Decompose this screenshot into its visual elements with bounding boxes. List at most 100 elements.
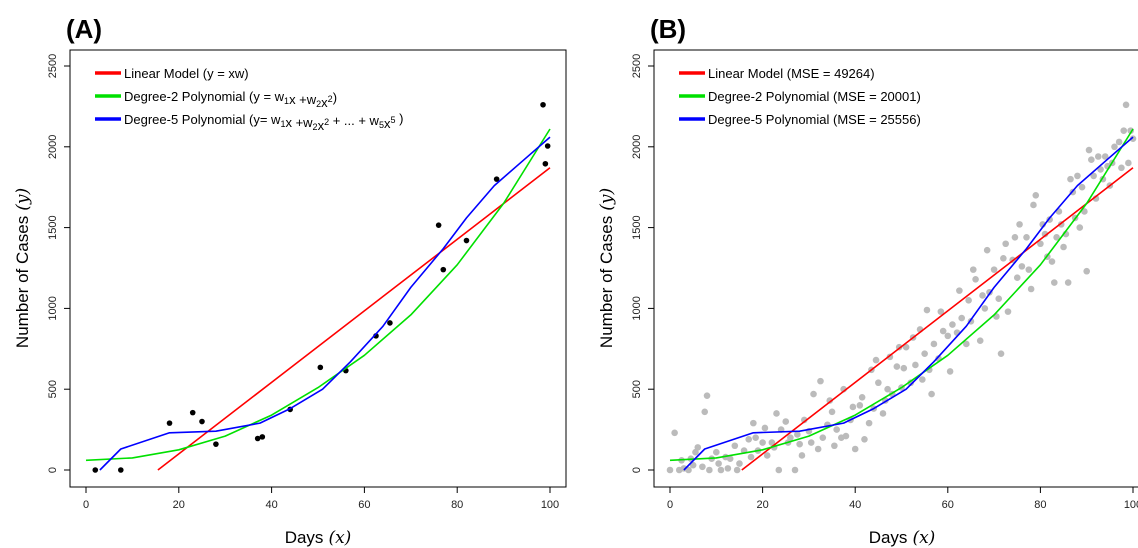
y-axis-variable: (y) (597, 188, 617, 211)
data-point (1050, 279, 1058, 286)
x-tick-label: 80 (451, 499, 463, 511)
x-tick-label: 20 (173, 499, 185, 511)
x-axis-label: Days (869, 528, 908, 547)
data-point (861, 435, 868, 443)
legend-text-part: 2 (328, 94, 333, 104)
data-point (902, 343, 910, 351)
data-point (939, 327, 947, 335)
legend-text-part: 5 (379, 120, 384, 130)
data-point (440, 266, 447, 273)
data-point (907, 379, 915, 387)
legend-entry: Degree-5 Polynomial (y= w1x +w2x2 + ... … (124, 111, 403, 133)
data-point (703, 392, 711, 399)
data-point (794, 431, 801, 438)
data-point (1122, 101, 1130, 109)
y-axis-title: Number of Cases (y) (13, 188, 33, 348)
data-point (317, 364, 324, 371)
data-point (666, 466, 674, 474)
data-point (919, 376, 926, 383)
x-axis-label: Days (285, 528, 324, 547)
data-point (1083, 267, 1090, 275)
data-point (963, 340, 970, 348)
data-point (856, 402, 864, 409)
data-point (979, 292, 986, 299)
plot-frame-a (69, 49, 567, 488)
data-point (759, 439, 766, 446)
data-point (1032, 191, 1040, 199)
legend-entry: Degree-2 Polynomial (y = w1x +w2x2) (124, 89, 337, 110)
y-axis-label: Number of Cases (597, 216, 616, 348)
data-point (671, 429, 678, 437)
y-tick-label: 2500 (47, 54, 59, 78)
legend-text-part: 5 (390, 115, 395, 125)
data-point (976, 337, 984, 345)
data-point (1018, 263, 1026, 270)
legend-text-part: 2 (313, 122, 318, 132)
data-point (872, 356, 880, 364)
x-tick-label: 0 (667, 499, 673, 511)
data-point (213, 441, 219, 447)
panel-label-b: (B) (650, 14, 686, 44)
data-point (798, 452, 806, 459)
data-point (791, 466, 799, 474)
data-point (1023, 233, 1030, 241)
data-point (254, 435, 261, 442)
data-point (699, 463, 706, 471)
data-point (1011, 233, 1019, 241)
data-point (733, 466, 741, 474)
data-point (118, 467, 124, 473)
x-tick-label: 100 (541, 499, 559, 511)
data-point (189, 409, 196, 416)
legend-text-part: Degree-5 Polynomial (y= w (124, 112, 281, 127)
x-tick-label: 0 (83, 499, 89, 511)
data-point (1013, 274, 1021, 281)
data-point (736, 460, 743, 467)
data-point (259, 434, 266, 440)
data-point (900, 364, 908, 372)
data-point (1027, 285, 1035, 293)
y-tick-label: 0 (47, 467, 59, 473)
series-line-3 (99, 136, 551, 471)
panel-b: (B) 02040608010005001000150020002500Days… (597, 14, 1138, 548)
data-point (435, 222, 442, 228)
legend-text-part: ) (395, 111, 403, 126)
plot-frame-b (653, 49, 1138, 488)
legend-entry: Degree-5 Polynomial (MSE = 25556) (708, 112, 921, 127)
x-tick-label: 40 (265, 499, 277, 511)
y-tick-label: 2000 (47, 135, 59, 159)
data-point (875, 379, 882, 387)
data-point (752, 434, 759, 441)
data-point (694, 444, 702, 451)
data-point (542, 160, 549, 167)
legend-label: Degree-5 Polynomial (MSE = 25556) (708, 112, 921, 127)
legend-label: Linear Model (y = xw) (124, 66, 249, 81)
data-point (796, 440, 803, 448)
data-point (713, 448, 720, 456)
data-point (969, 266, 977, 273)
data-point (819, 434, 827, 441)
series-line-2 (85, 128, 551, 462)
data-point (544, 143, 551, 149)
legend-label: Linear Model (MSE = 49264) (708, 66, 875, 81)
data-point (1025, 266, 1033, 273)
data-point (685, 466, 692, 474)
data-point (1090, 172, 1097, 180)
y-tick-label: 500 (47, 380, 59, 398)
data-point (865, 419, 873, 427)
y-tick-label: 0 (631, 467, 643, 473)
data-point (800, 416, 808, 424)
data-point (1129, 135, 1137, 143)
data-point (540, 101, 546, 108)
data-point (463, 237, 470, 244)
data-point (1085, 146, 1093, 154)
y-axis-label: Number of Cases (13, 216, 32, 348)
data-point (701, 408, 709, 416)
data-point (761, 424, 769, 432)
data-point (965, 297, 972, 304)
data-point (1074, 172, 1081, 180)
data-point (833, 426, 840, 433)
legend-text-part: x +w (289, 92, 317, 107)
x-tick-label: 60 (358, 499, 370, 511)
legend-entry: Degree-2 Polynomial (MSE = 20001) (708, 89, 921, 104)
